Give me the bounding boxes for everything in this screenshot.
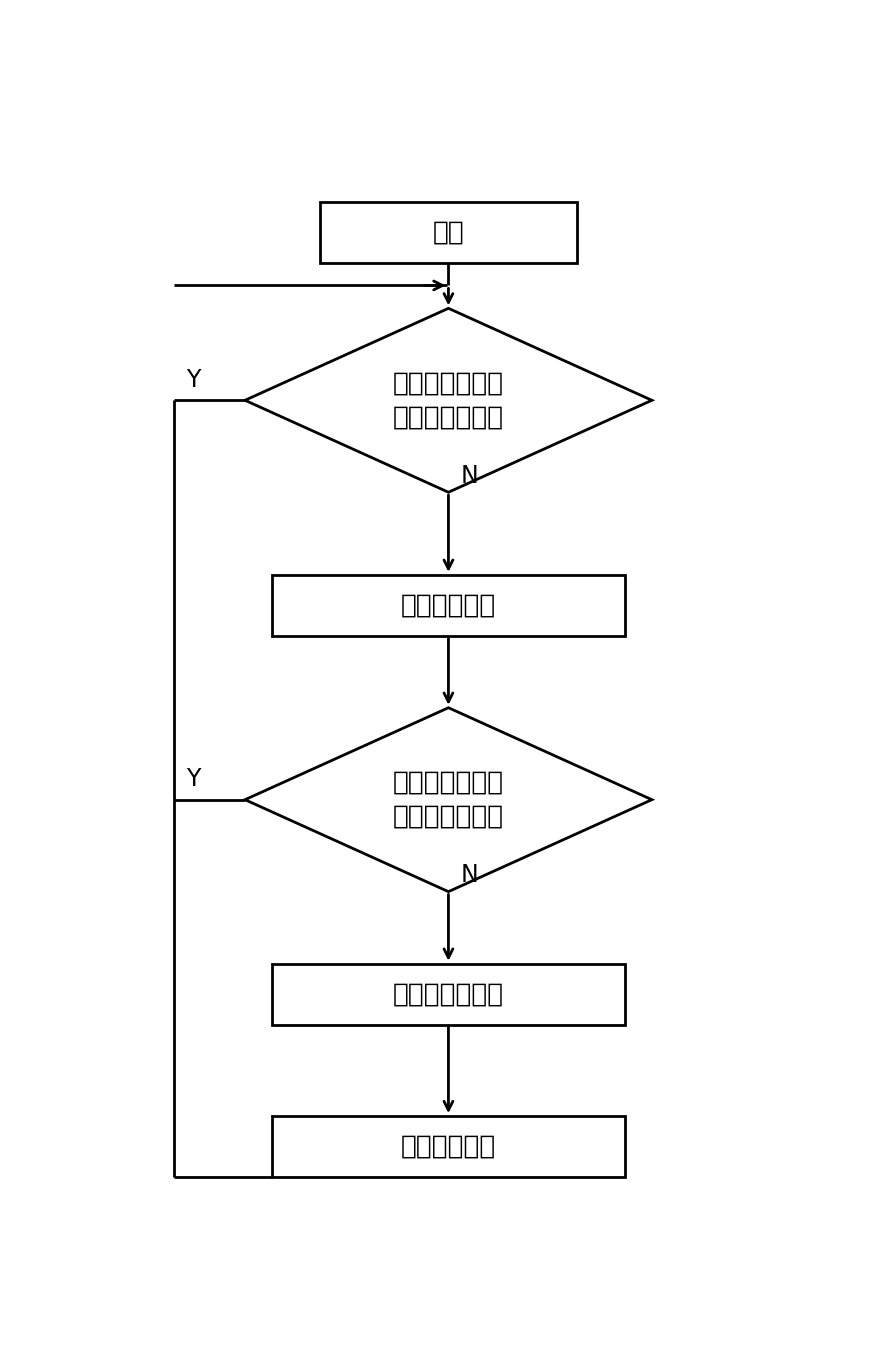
Text: Y: Y (186, 767, 200, 792)
Text: 当前是否为模式
开关指定的模式: 当前是否为模式 开关指定的模式 (393, 370, 504, 430)
Text: N: N (460, 464, 479, 489)
Polygon shape (245, 707, 652, 891)
Text: N: N (460, 864, 479, 887)
Text: 等待延迟时间: 等待延迟时间 (401, 592, 496, 618)
FancyBboxPatch shape (272, 1117, 625, 1177)
Text: 当前是否为模式
开关指定的模式: 当前是否为模式 开关指定的模式 (393, 770, 504, 830)
Polygon shape (245, 308, 652, 493)
Text: 改变换挡的模式: 改变换挡的模式 (393, 981, 504, 1007)
Text: 等待延迟时间: 等待延迟时间 (401, 1133, 496, 1159)
FancyBboxPatch shape (272, 964, 625, 1025)
FancyBboxPatch shape (319, 202, 578, 262)
Text: Y: Y (186, 369, 200, 392)
FancyBboxPatch shape (272, 575, 625, 636)
Text: 开始: 开始 (432, 220, 465, 246)
